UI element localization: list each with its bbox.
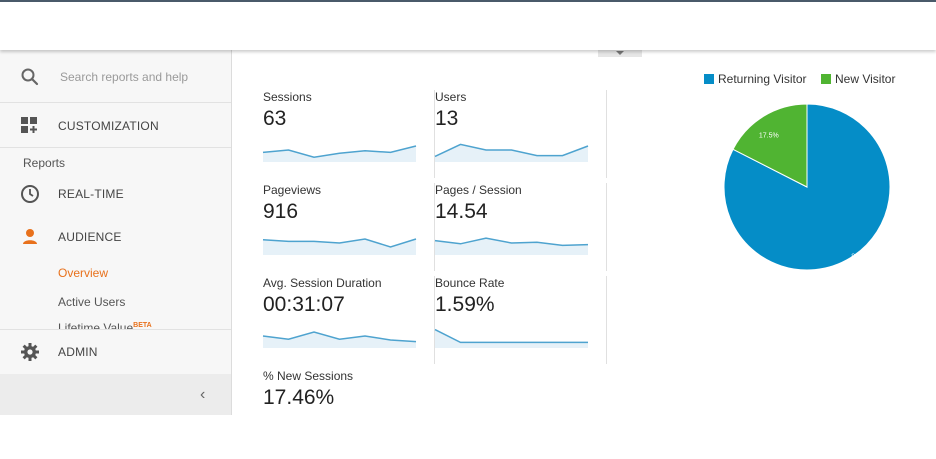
metric-divider (606, 90, 607, 178)
sparkline (434, 143, 589, 162)
metric-tile[interactable]: Pages / Session 14.54 (434, 183, 607, 273)
sparkline-line (434, 328, 588, 344)
metric-label: Sessions (263, 90, 312, 104)
sidebar-search[interactable]: Search reports and help (0, 50, 231, 103)
metric-value: 13 (435, 107, 459, 130)
sparkline-line (434, 237, 589, 247)
sparkline-line (434, 143, 589, 158)
top-header-bar (0, 0, 936, 50)
metric-value: 1.59% (435, 293, 495, 316)
sidebar-item-audience[interactable]: AUDIENCE (0, 215, 231, 259)
metric-tile[interactable]: Avg. Session Duration 00:31:07 (262, 276, 435, 366)
metric-value: 63 (263, 107, 287, 130)
metric-divider (434, 90, 435, 178)
metric-tile[interactable]: % New Sessions 17.46% (263, 369, 435, 459)
sidebar-item-label: ADMIN (58, 345, 98, 359)
metric-divider (606, 183, 607, 271)
pie-slice-label: 82.5% (851, 253, 871, 260)
pie-slice[interactable] (732, 103, 808, 188)
metric-divider (434, 183, 435, 271)
metric-value: 00:31:07 (263, 293, 345, 316)
metric-tile[interactable]: Sessions 63 (262, 90, 435, 180)
reports-heading: Reports (23, 156, 66, 170)
sparkline-area (435, 238, 588, 255)
search-input[interactable]: Search reports and help (60, 70, 189, 84)
sparkline-line (262, 331, 417, 343)
sidebar-subitem-active-users[interactable]: Active Users (58, 295, 126, 309)
sparkline-area (263, 146, 416, 162)
sidebar-subitem-lifetime-value[interactable]: Lifetime ValueBETA (58, 321, 152, 330)
expand-handle[interactable] (598, 50, 642, 57)
sparkline (262, 331, 417, 348)
metric-label: Bounce Rate (435, 276, 505, 290)
sidebar-item-customization[interactable]: CUSTOMIZATION (0, 104, 231, 148)
chevron-left-icon[interactable]: ‹ (200, 386, 206, 403)
pie-slice[interactable] (723, 103, 891, 271)
metric-value: 14.54 (435, 200, 488, 223)
metric-value: 17.46% (263, 386, 335, 409)
legend-swatch (821, 74, 831, 84)
sidebar-item-realtime[interactable]: REAL-TIME (0, 172, 231, 216)
clock-icon (20, 184, 40, 204)
metric-label: Users (435, 90, 467, 104)
metric-label: Pages / Session (435, 183, 522, 197)
sparkline (434, 237, 589, 255)
sparkline-line (262, 145, 417, 158)
legend-swatch (704, 74, 714, 84)
pie-slice-label: 17.5% (759, 133, 779, 140)
sidebar-subitem-overview[interactable]: Overview (58, 266, 109, 280)
metric-tile[interactable]: Pageviews 916 (262, 183, 435, 273)
metric-label: Pageviews (263, 183, 322, 197)
sidebar: Search reports and help CUSTOMIZATION Re… (0, 50, 232, 415)
legend-label: Returning Visitor (718, 72, 807, 86)
sidebar-subitem-label: Lifetime Value (58, 321, 134, 330)
sidebar-collapse-bar[interactable]: ‹ (0, 374, 231, 415)
sparkline-area (435, 329, 588, 348)
sparkline (434, 328, 588, 348)
metric-label: % New Sessions (263, 369, 354, 383)
person-icon (20, 227, 40, 247)
sidebar-item-label: AUDIENCE (58, 230, 122, 244)
legend-item-returning: Returning Visitor (704, 72, 807, 86)
sparkline-line (262, 238, 417, 248)
beta-badge: BETA (133, 322, 152, 329)
metric-tile[interactable]: Bounce Rate 1.59% (434, 276, 607, 366)
sparkline (262, 145, 417, 162)
metric-label: Avg. Session Duration (263, 276, 382, 290)
visitor-pie-chart: 82.5% 17.5% (723, 103, 891, 271)
search-icon[interactable] (20, 67, 40, 87)
sidebar-item-admin[interactable]: ADMIN (0, 329, 231, 374)
legend-item-new: New Visitor (821, 72, 895, 86)
sparkline-area (435, 144, 588, 162)
metric-divider (434, 276, 435, 364)
metric-divider (606, 276, 607, 364)
sidebar-item-label: CUSTOMIZATION (58, 119, 159, 133)
dashboard-add-icon (20, 116, 40, 136)
sparkline (262, 238, 417, 255)
gear-icon (20, 342, 40, 362)
metric-value: 916 (263, 200, 299, 223)
main-content: Sessions 63 Users 13 Pageviews 916 Pages / Ses… (233, 50, 936, 415)
metric-tile[interactable]: Users 13 (434, 90, 607, 180)
legend-label: New Visitor (835, 72, 896, 86)
sidebar-item-label: REAL-TIME (58, 187, 124, 201)
